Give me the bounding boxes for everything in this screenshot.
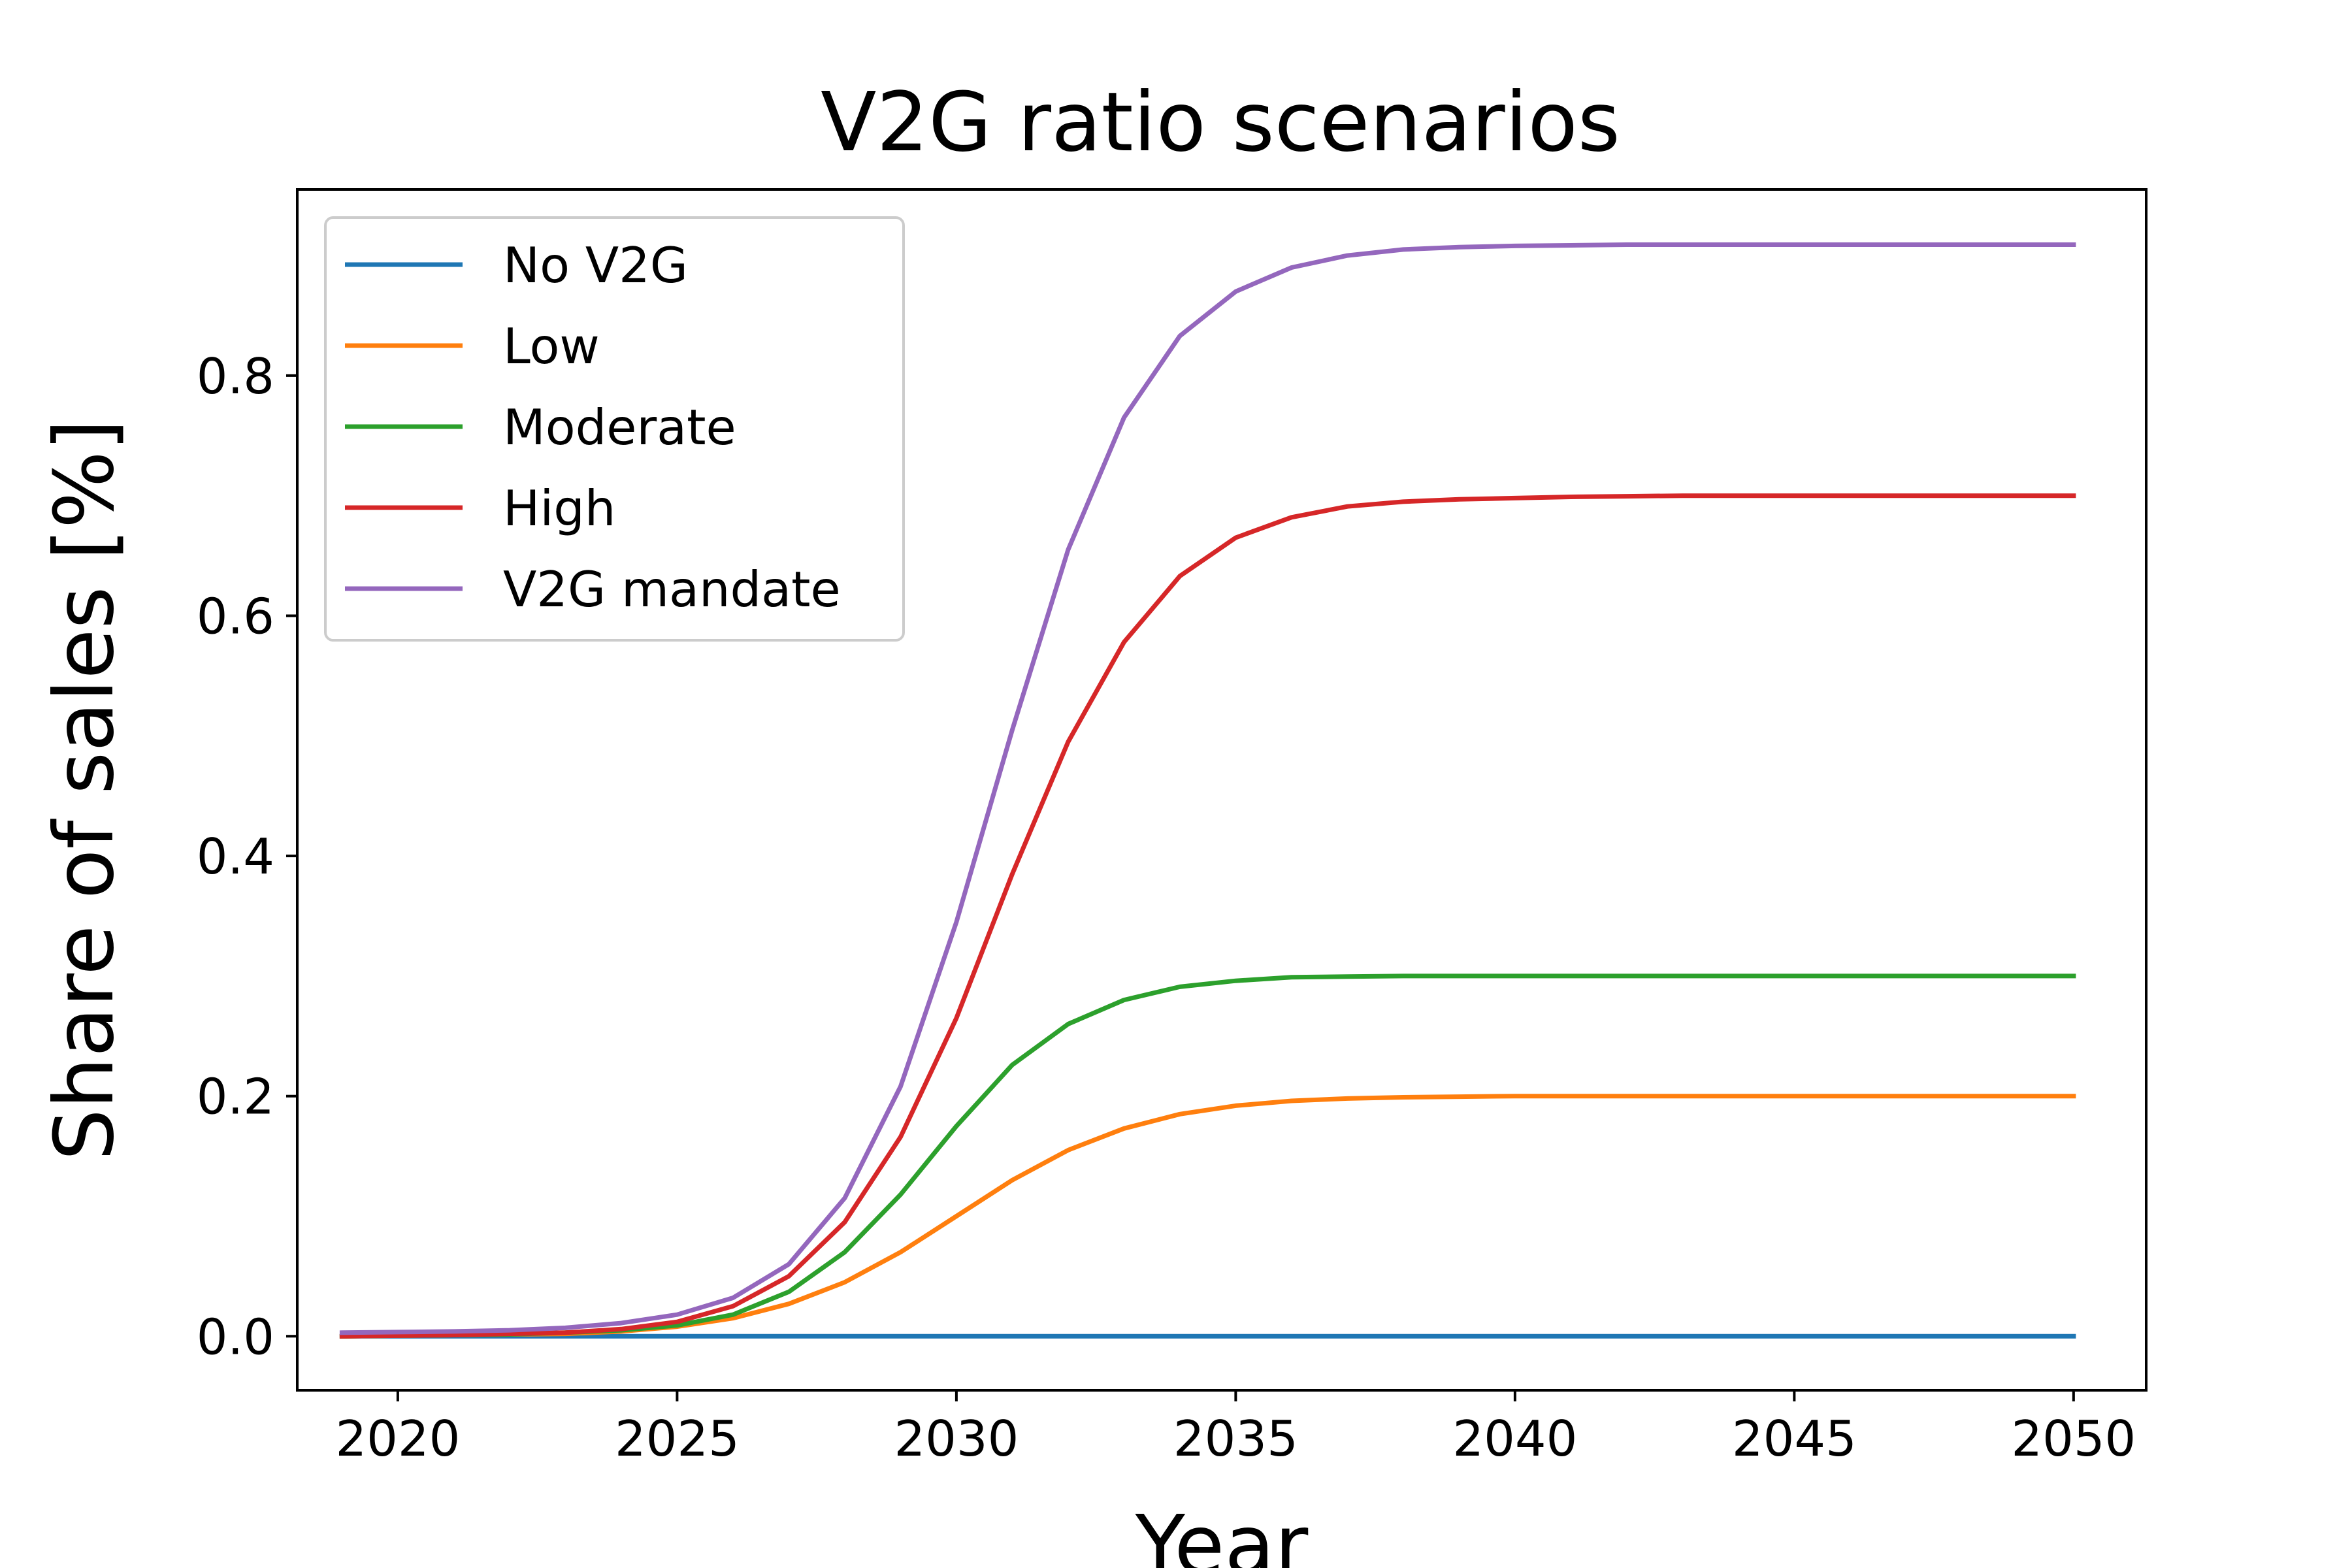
series-line-2: [339, 973, 2076, 1339]
y-tick-label: 0.2: [197, 1068, 274, 1126]
legend-label-1: Low: [503, 318, 600, 375]
x-tick-label: 2040: [1452, 1410, 1577, 1467]
x-tick-label: 2050: [2011, 1410, 2136, 1467]
legend: No V2G Low Moderate High V2G mandate: [324, 216, 905, 642]
x-tick-label: 2020: [335, 1410, 460, 1467]
legend-label-3: High: [503, 480, 615, 537]
series-line-1: [339, 1094, 2076, 1339]
x-tick-label: 2030: [894, 1410, 1019, 1467]
plot-frame: [296, 188, 2148, 1392]
series-line-3: [339, 493, 2076, 1339]
x-axis-label: Year: [1135, 1498, 1309, 1568]
legend-box: [324, 216, 905, 642]
x-tick-label: 2045: [1732, 1410, 1857, 1467]
legend-label-4: V2G mandate: [503, 561, 841, 618]
x-tick-label: 2035: [1173, 1410, 1298, 1467]
y-tick-label: 0.0: [197, 1308, 274, 1365]
series-line-4: [339, 242, 2076, 1335]
legend-label-0: No V2G: [503, 237, 688, 294]
y-tick-label: 0.4: [197, 828, 274, 885]
y-axis-label: Share of sales [%]: [37, 419, 132, 1160]
plot-lines: [339, 242, 2076, 1339]
y-tick-label: 0.8: [197, 348, 274, 405]
chart-title: V2G ratio scenarios: [821, 75, 1620, 170]
x-axis: 2020 2025 2030 2035 2040 2045 2050: [335, 1390, 2136, 1467]
legend-label-2: Moderate: [503, 399, 736, 456]
y-tick-label: 0.6: [197, 587, 274, 645]
y-axis: 0.0 0.2 0.4 0.6 0.8: [197, 348, 297, 1365]
x-tick-label: 2025: [615, 1410, 740, 1467]
